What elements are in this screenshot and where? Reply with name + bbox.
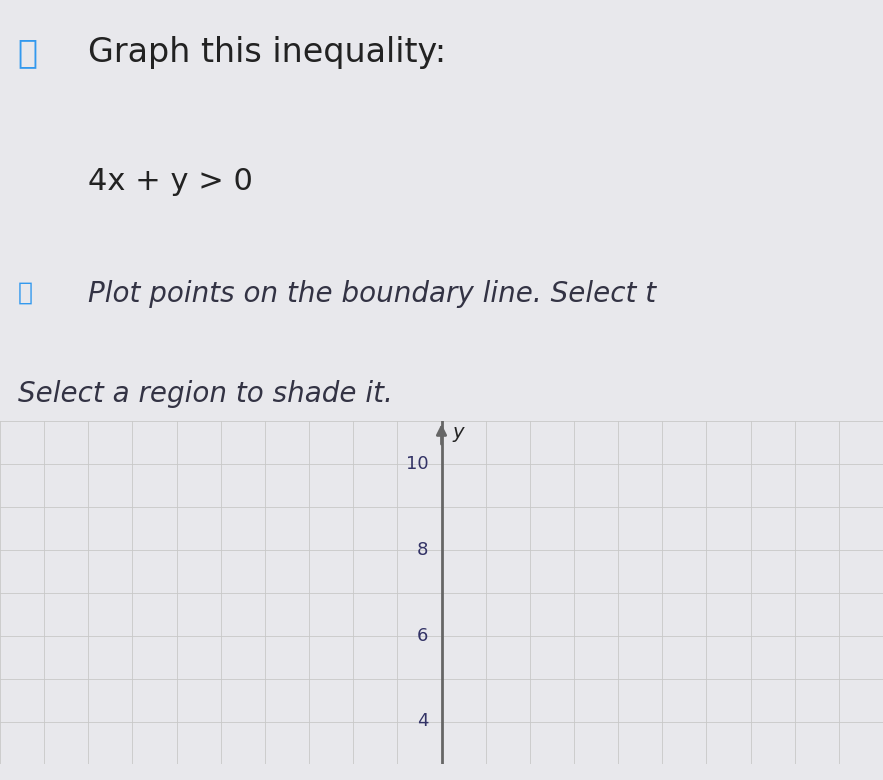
Text: Select a region to shade it.: Select a region to shade it. [18, 380, 393, 408]
Text: 🔊: 🔊 [18, 281, 33, 304]
Text: 8: 8 [417, 541, 428, 559]
Text: 4x + y > 0: 4x + y > 0 [88, 168, 253, 197]
Text: 10: 10 [405, 455, 428, 473]
Text: y: y [453, 424, 464, 442]
Text: 4: 4 [417, 712, 428, 731]
Text: Plot points on the boundary line. Select t: Plot points on the boundary line. Select… [88, 281, 656, 308]
Text: 6: 6 [417, 626, 428, 645]
Text: Graph this inequality:: Graph this inequality: [88, 36, 447, 69]
Text: 🔊: 🔊 [18, 36, 38, 69]
